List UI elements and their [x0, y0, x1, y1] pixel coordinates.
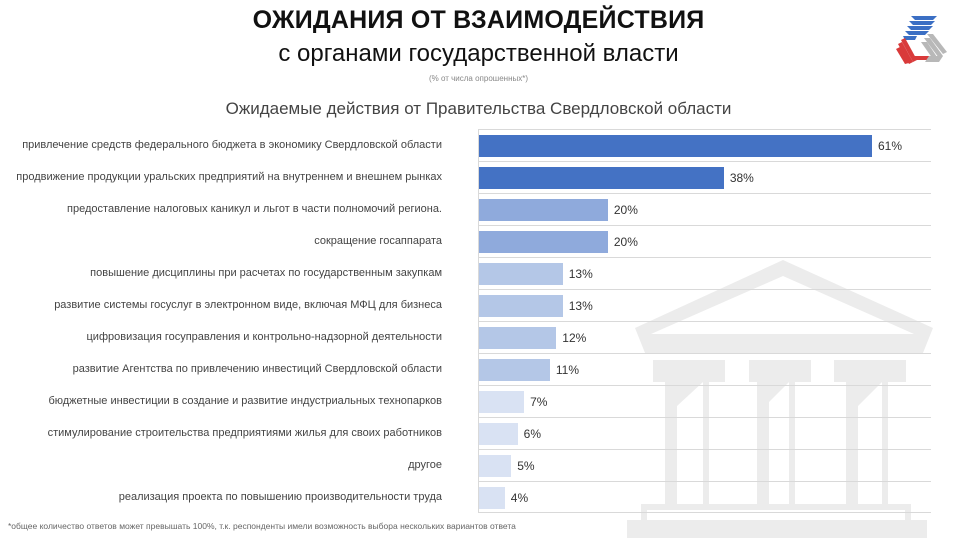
chart-row: 5% другое [408, 449, 931, 481]
chart-title: Ожидаемые действия от Правительства Свер… [225, 99, 732, 118]
chart-row: 6% стимулирование строительства предприят… [48, 417, 931, 449]
chart-row: 13% повышение дисциплины при расчетах по … [90, 257, 931, 289]
category-label: другое [408, 459, 442, 471]
respondents-note: (% от числа опрошенных*) [428, 74, 529, 83]
bar-value-label: 6% [523, 427, 541, 441]
chart-row: 20% предоставление налоговых каникул и ль… [67, 193, 931, 225]
bar-value-label: 20% [613, 203, 638, 217]
category-label: бюджетные инвестиции в создание и развит… [48, 395, 442, 407]
bar [479, 487, 505, 509]
bar-value-label: 13% [568, 267, 593, 281]
bar [479, 135, 872, 157]
chart-row: 20% сокращение госаппарата [314, 225, 931, 257]
category-label: реализация проекта по повышению производ… [118, 491, 442, 503]
footnote: *общее количество ответов может превышат… [8, 521, 516, 531]
bar-value-label: 20% [613, 235, 638, 249]
government-building-icon [627, 260, 933, 538]
category-label: привлечение средств федерального бюджета… [22, 139, 442, 151]
bar [479, 391, 525, 413]
bar [479, 455, 512, 477]
category-label: сокращение госаппарата [314, 235, 442, 247]
chart-row: 11% развитие Агентства по привлечению инв… [73, 353, 931, 385]
bar [479, 231, 608, 253]
triangle-stripes-logo-icon [896, 16, 947, 64]
bar [479, 167, 724, 189]
chart-row: 61% привлечение средств федерального бюдж… [22, 129, 931, 161]
bar-value-label: 5% [517, 459, 535, 473]
bar-value-label: 13% [568, 299, 593, 313]
bar-chart: 61% привлечение средств федерального бюдж… [16, 129, 931, 513]
category-label: продвижение продукции уральских предприя… [16, 171, 442, 183]
category-axis-line [478, 129, 479, 512]
category-label: развитие Агентства по привлечению инвест… [72, 363, 442, 375]
chart-row: 4% реализация проекта по повышению произв… [119, 481, 931, 513]
chart-row: 13% развитие системы госуслуг в электронн… [54, 289, 931, 321]
category-label: стимулирование строительства предприятия… [47, 427, 442, 439]
bar [479, 263, 563, 285]
chart-row: 12% цифровизация госуправления и контроль… [87, 321, 931, 353]
page-title: ОЖИДАНИЯ ОТ ВЗАИМОДЕЙСТВИЯ [252, 6, 705, 34]
category-label: цифровизация госуправления и контрольно-… [86, 331, 443, 343]
bar [479, 423, 518, 445]
bar-value-label: 38% [729, 171, 754, 185]
category-label: предоставление налоговых каникул и льгот… [67, 203, 442, 215]
bar [479, 199, 608, 221]
bar-value-label: 12% [562, 331, 587, 345]
category-label: развитие системы госуслуг в электронном … [54, 299, 442, 311]
bar [479, 359, 550, 381]
chart-row: 7% бюджетные инвестиции в создание и разв… [48, 385, 931, 417]
bar [479, 327, 557, 349]
bar-value-label: 61% [878, 139, 903, 153]
bar-value-label: 11% [555, 363, 579, 377]
bar [479, 295, 563, 317]
page-subtitle: с органами государственной власти [278, 40, 679, 67]
bar-value-label: 7% [530, 395, 548, 409]
chart-row: 38% продвижение продукции уральских предп… [16, 161, 931, 193]
category-label: повышение дисциплины при расчетах по гос… [90, 267, 442, 279]
bar-value-label: 4% [510, 491, 529, 505]
